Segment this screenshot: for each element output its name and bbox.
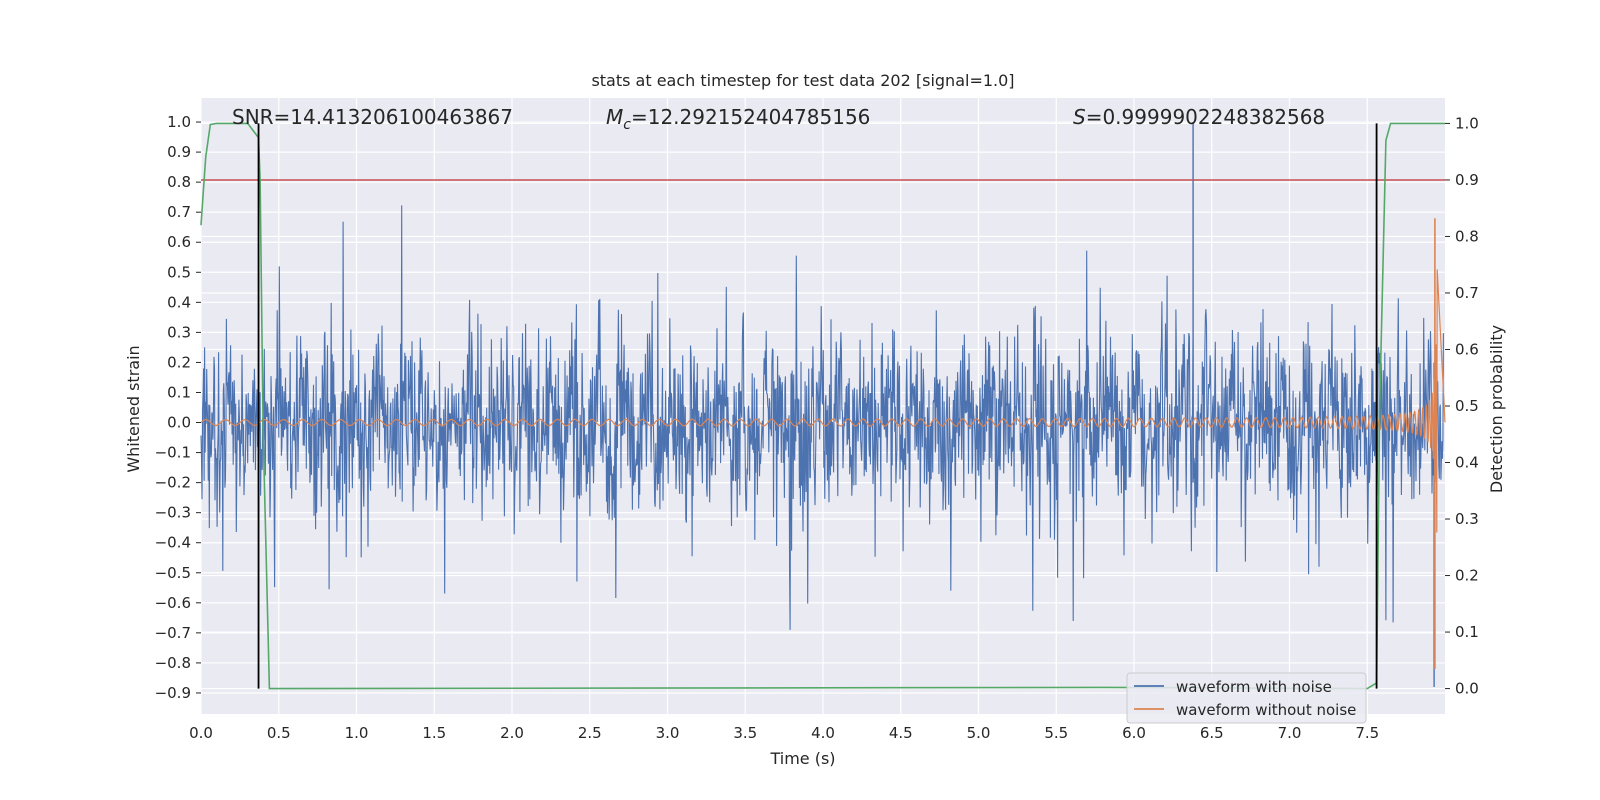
y-tick-label: −0.4 bbox=[155, 534, 191, 552]
y-tick-label: −0.7 bbox=[155, 624, 191, 642]
y-tick-label: 0.3 bbox=[167, 323, 191, 341]
chirp-mass-subscript: c bbox=[623, 117, 631, 133]
series-waveform-without-noise bbox=[200, 218, 1446, 669]
legend-box bbox=[1126, 672, 1367, 724]
chirp-mass-value: =12.292152404785156 bbox=[631, 105, 870, 129]
x-tick-label: 2.5 bbox=[578, 724, 602, 742]
y-tick-label: −0.3 bbox=[155, 504, 191, 522]
x-tick-label: 6.0 bbox=[1122, 724, 1146, 742]
x-tick-label: 0.0 bbox=[189, 724, 213, 742]
legend-label-noise: waveform with noise bbox=[1176, 678, 1332, 696]
y2-axis-ticks: 1.0 0.9 0.8 0.7 0.6 0.5 0.4 0.3 0.2 0.1 0.0 bbox=[1445, 114, 1479, 698]
y2-tick-label: 0.1 bbox=[1455, 623, 1479, 641]
y-tick-label: 0.6 bbox=[167, 233, 191, 251]
chart-title: stats at each timestep for test data 202… bbox=[591, 71, 1014, 90]
chirp-mass-symbol: M bbox=[606, 105, 623, 129]
y-tick-label: 0.1 bbox=[167, 383, 191, 401]
y-axis-label: Whitened strain bbox=[124, 345, 143, 472]
clean-waveform-line bbox=[200, 269, 1446, 533]
series-detection-probability bbox=[200, 122, 1445, 690]
y2-tick-label: 1.0 bbox=[1455, 114, 1479, 132]
y2-tick-label: 0.4 bbox=[1455, 454, 1479, 472]
x-tick-label: 6.5 bbox=[1200, 724, 1224, 742]
score-annotation: S=0.9999902248382568 bbox=[1073, 105, 1325, 129]
x-axis-label: Time (s) bbox=[769, 749, 835, 768]
y2-tick-label: 0.0 bbox=[1455, 680, 1479, 698]
x-tick-label: 2.0 bbox=[500, 724, 524, 742]
vertical-markers bbox=[257, 123, 1378, 689]
chirp-mass-annotation: Mc=12.292152404785156 bbox=[606, 105, 870, 133]
legend: waveform with noise waveform without noi… bbox=[1126, 672, 1367, 724]
y-tick-label: −0.5 bbox=[155, 564, 191, 582]
noise-waveform-line bbox=[200, 205, 1444, 630]
x-tick-label: 7.0 bbox=[1278, 724, 1302, 742]
y-tick-label: 0.0 bbox=[167, 414, 191, 432]
x-tick-label: 5.0 bbox=[967, 724, 991, 742]
score-value: =0.9999902248382568 bbox=[1086, 105, 1325, 129]
y-tick-label: 1.0 bbox=[167, 113, 191, 131]
y-tick-label: 0.8 bbox=[167, 173, 191, 191]
y-tick-label: −0.1 bbox=[155, 444, 191, 462]
x-tick-label: 0.5 bbox=[267, 724, 291, 742]
legend-label-clean: waveform without noise bbox=[1176, 701, 1356, 719]
x-tick-label: 4.0 bbox=[811, 724, 835, 742]
x-tick-label: 5.5 bbox=[1044, 724, 1068, 742]
y2-tick-label: 0.6 bbox=[1455, 340, 1479, 358]
y-tick-label: 0.7 bbox=[167, 203, 191, 221]
x-tick-label: 1.0 bbox=[345, 724, 369, 742]
snr-annotation: SNR=14.413206100463867 bbox=[232, 105, 513, 129]
y-tick-label: −0.2 bbox=[155, 474, 191, 492]
y-tick-label: −0.6 bbox=[155, 594, 191, 612]
y-tick-label: −0.8 bbox=[155, 654, 191, 672]
y-tick-label: 0.5 bbox=[167, 263, 191, 281]
y-tick-label: −0.9 bbox=[155, 684, 191, 702]
y-tick-label: 0.4 bbox=[167, 293, 191, 311]
y2-axis-label: Detection probability bbox=[1487, 325, 1506, 493]
y-tick-label: 0.2 bbox=[167, 353, 191, 371]
detection-probability-line bbox=[200, 122, 1445, 690]
x-tick-label: 4.5 bbox=[889, 724, 913, 742]
y-tick-label: 0.9 bbox=[167, 143, 191, 161]
score-symbol: S bbox=[1073, 105, 1086, 129]
x-tick-label: 7.5 bbox=[1355, 724, 1379, 742]
x-tick-label: 1.5 bbox=[422, 724, 446, 742]
y2-tick-label: 0.9 bbox=[1455, 171, 1479, 189]
y2-tick-label: 0.5 bbox=[1455, 397, 1479, 415]
x-axis-ticks: 0.0 0.5 1.0 1.5 2.0 2.5 3.0 3.5 4.0 4.5 5.0 5.5 6.0 6… bbox=[189, 724, 1379, 742]
x-tick-label: 3.5 bbox=[733, 724, 757, 742]
y2-tick-label: 0.3 bbox=[1455, 510, 1479, 528]
y2-tick-label: 0.7 bbox=[1455, 284, 1479, 302]
y2-tick-label: 0.2 bbox=[1455, 567, 1479, 585]
x-tick-label: 3.0 bbox=[656, 724, 680, 742]
y2-tick-label: 0.8 bbox=[1455, 227, 1479, 245]
y-axis-ticks: 1.0 0.9 0.8 0.7 0.6 0.5 0.4 0.3 0.2 0.1 0.0 −0.1 −0.… bbox=[155, 113, 201, 702]
